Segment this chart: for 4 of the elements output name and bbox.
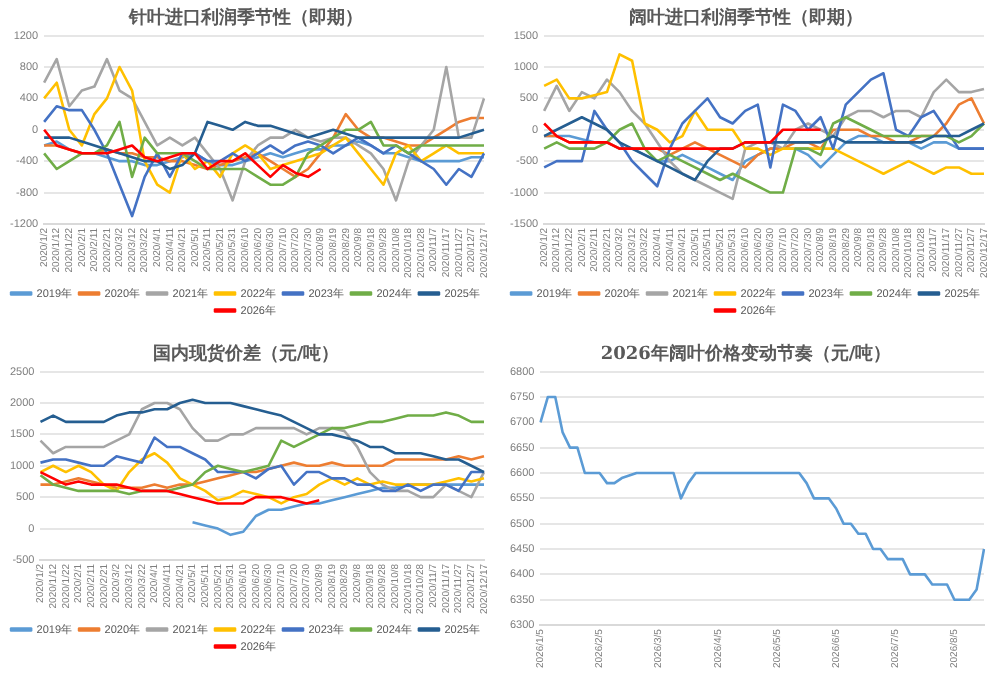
chart-title: 2026年阔叶价格变动节奏（元/吨）: [600, 343, 892, 366]
chart-title: 国内现货价差（元/吨）: [152, 343, 340, 366]
chart-title: 阔叶进口利润季节性（即期）: [629, 7, 863, 30]
chart-title: 针叶进口利润季节性（即期）: [127, 7, 363, 30]
